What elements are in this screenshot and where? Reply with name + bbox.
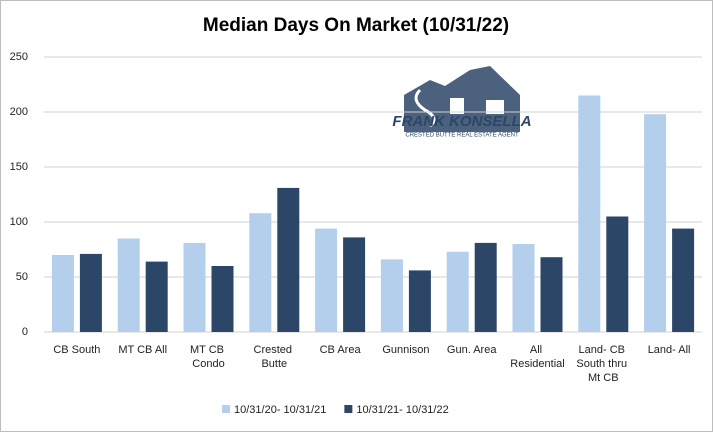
bar	[145, 261, 168, 332]
x-tick-label: Crested Butte	[254, 344, 296, 370]
y-tick-label: 200	[10, 106, 28, 118]
legend-swatch	[344, 405, 353, 413]
bar	[343, 237, 366, 332]
bar	[540, 257, 563, 332]
legend: 10/31/20- 10/31/21 10/31/21- 10/31/22	[222, 404, 449, 416]
bar	[672, 228, 695, 332]
bar	[277, 187, 300, 332]
x-tick-label: CB Area	[320, 344, 362, 356]
y-tick-label: 100	[10, 216, 28, 228]
x-tick-label: Land- All	[648, 344, 691, 356]
logo-text: FRANK KONSELLA	[392, 113, 531, 130]
x-tick-label: MT CB All	[118, 344, 167, 356]
bar	[578, 95, 601, 332]
x-tick-label: MT CB Condo	[190, 344, 227, 370]
logo-subtext: CRESTED BUTTE REAL ESTATE AGENT	[405, 133, 519, 139]
y-tick-label: 250	[10, 51, 28, 63]
bar	[211, 266, 234, 332]
bar	[512, 244, 535, 332]
x-tick-label: Land- CB South thru Mt CB	[576, 344, 630, 384]
bar	[315, 228, 338, 332]
bar	[183, 242, 206, 332]
bar	[644, 114, 667, 332]
chart-title: Median Days On Market (10/31/22)	[203, 15, 509, 36]
legend-label: 10/31/21- 10/31/22	[356, 404, 448, 416]
y-tick-label: 50	[16, 271, 28, 283]
bar	[474, 242, 497, 332]
bar	[446, 251, 469, 332]
logo	[404, 66, 520, 132]
bar	[79, 253, 102, 332]
logo-road	[414, 88, 436, 128]
logo-building	[450, 98, 464, 114]
x-tick-label: CB South	[53, 344, 100, 356]
logo-building	[486, 100, 504, 114]
x-tick-label: Gunnison	[382, 344, 429, 356]
bar	[408, 270, 431, 332]
y-tick-label: 150	[10, 161, 28, 173]
bar	[117, 238, 140, 332]
y-tick-label: 0	[22, 326, 28, 338]
x-tick-label: All Residential	[510, 344, 564, 370]
legend-label: 10/31/20- 10/31/21	[234, 404, 326, 416]
bar	[249, 213, 272, 332]
x-tick-label: Gun. Area	[447, 344, 497, 356]
bar	[51, 255, 74, 332]
bar	[380, 259, 403, 332]
legend-swatch	[222, 405, 230, 413]
bar	[606, 216, 629, 332]
